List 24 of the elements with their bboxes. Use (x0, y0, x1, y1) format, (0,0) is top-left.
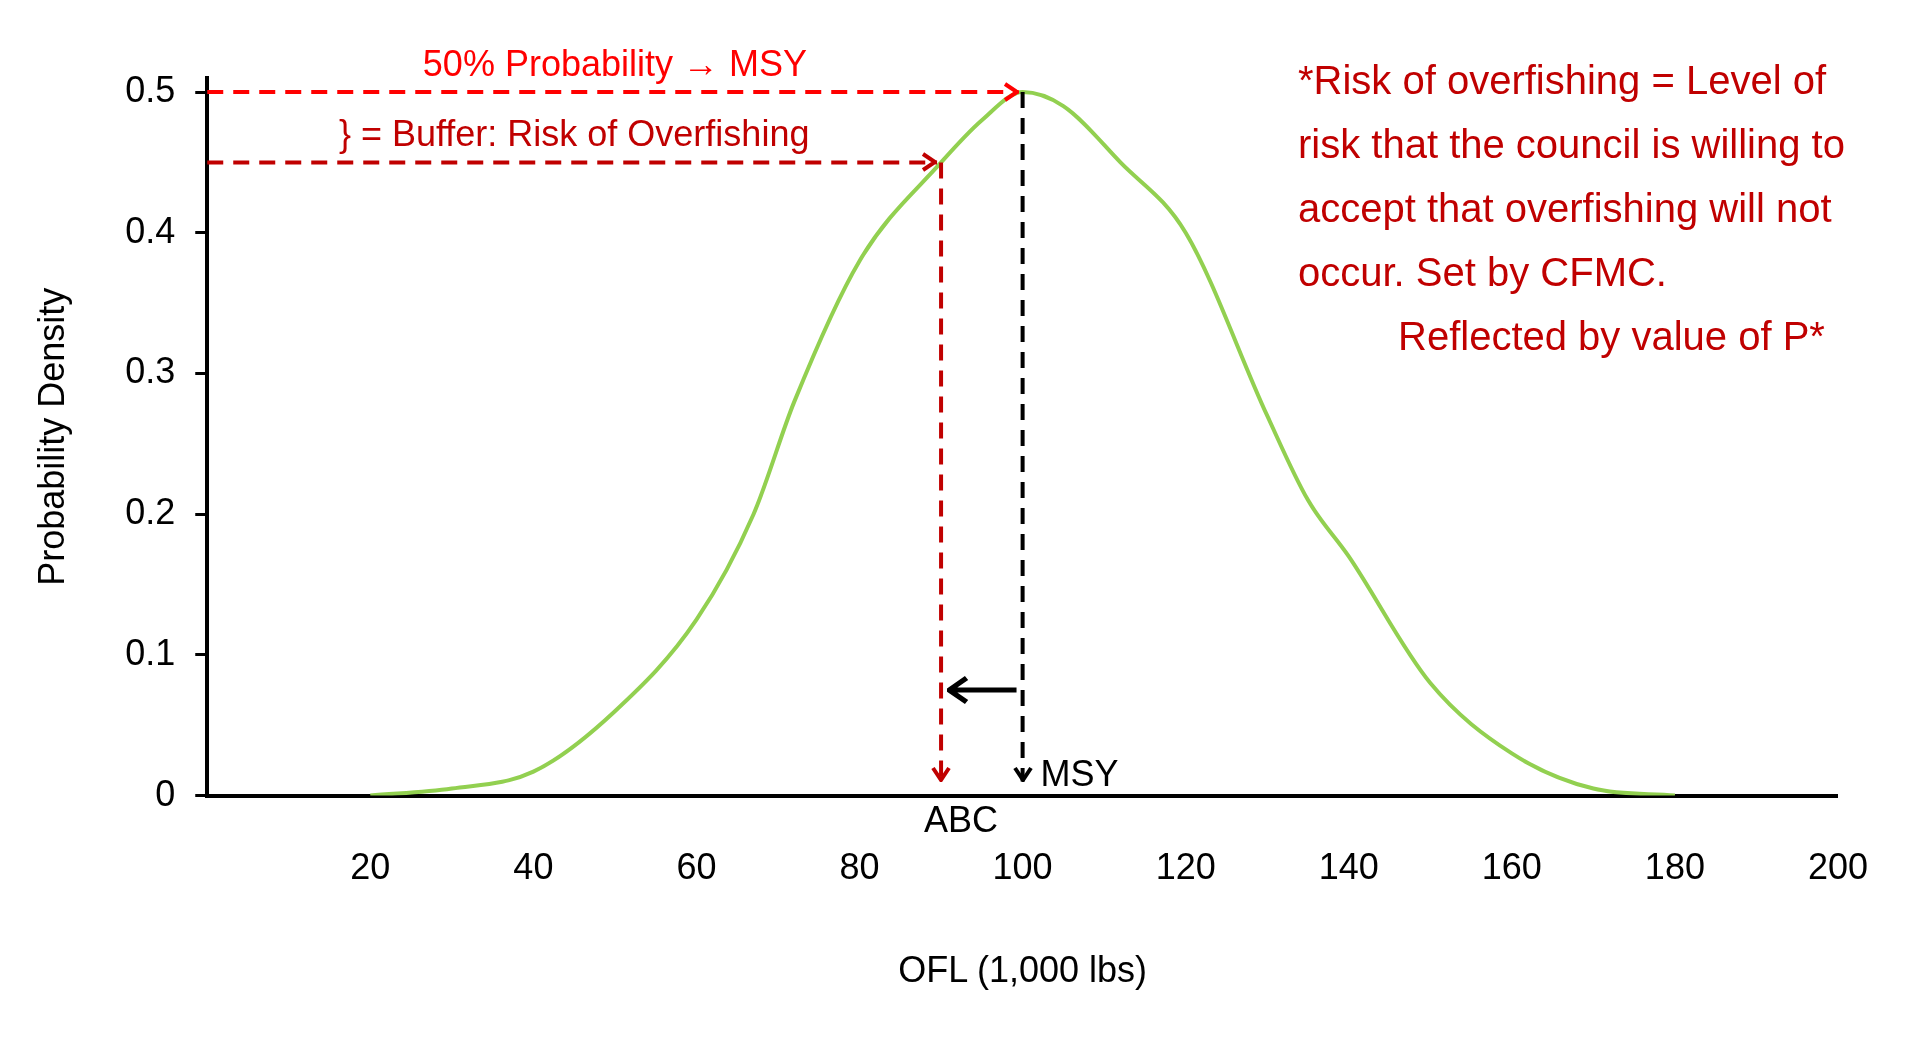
x-tick-label: 200 (1807, 846, 1869, 888)
ref-line-label: ABC (924, 798, 999, 840)
y-tick-label: 0.5 (125, 68, 176, 110)
x-tick-label: 40 (513, 846, 554, 888)
x-tick-label: 100 (992, 846, 1053, 888)
y-tick-label: 0 (155, 772, 176, 814)
x-tick-label: 140 (1318, 846, 1379, 888)
y-tick-label: 0.1 (125, 631, 176, 673)
x-axis-title: OFL (1,000 lbs) (898, 949, 1147, 991)
x-tick-label: 80 (839, 846, 880, 888)
y-axis-title: Probability Density (30, 287, 72, 586)
y-tick-label: 0.3 (125, 350, 176, 392)
ref-line-label: } = Buffer: Risk of Overfishing (338, 113, 810, 155)
ref-line-label: 50% Probability → MSY (422, 42, 807, 84)
x-tick-label: 180 (1644, 846, 1705, 888)
x-tick-label: 60 (676, 846, 717, 888)
x-tick-label: 20 (350, 846, 391, 888)
annotation: Reflected by value of P* (1397, 313, 1826, 360)
annotation: *Risk of overfishing = Level of risk that the council is willing to accept that overfishing will not occur. Set by CFMC. (1298, 57, 1846, 296)
y-tick-label: 0.2 (125, 491, 176, 533)
x-tick-label: 120 (1155, 846, 1216, 888)
ref-line-label: MSY (1040, 752, 1119, 794)
x-tick-label: 160 (1481, 846, 1542, 888)
y-tick-label: 0.4 (125, 209, 176, 251)
